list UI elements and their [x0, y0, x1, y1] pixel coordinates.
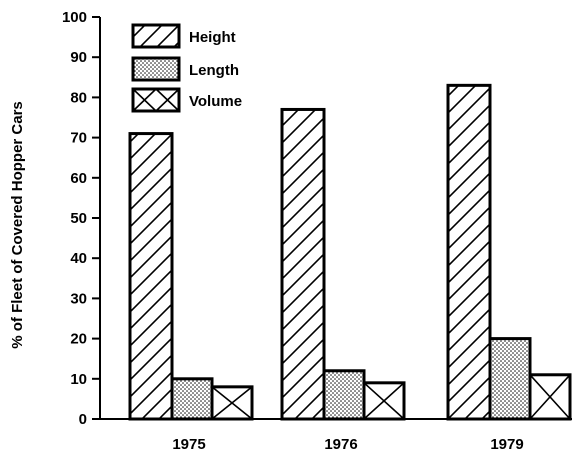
bar-volume-1975 — [210, 385, 254, 421]
bar-fill — [280, 107, 326, 421]
legend-item-length: Length — [131, 56, 239, 82]
legend: Height Length Volume — [131, 23, 242, 113]
cross-hatch-mark — [529, 374, 571, 420]
bar-fill — [488, 337, 532, 421]
y-tick-label: 20 — [70, 331, 87, 348]
bar-length-1975 — [170, 377, 214, 421]
y-tick-label: 90 — [70, 49, 87, 66]
bar-fill — [322, 369, 366, 421]
bar-fill — [128, 132, 174, 421]
legend-item-volume: Volume — [131, 87, 242, 113]
legend-label: Height — [189, 29, 236, 46]
bar-length-1976 — [322, 369, 366, 421]
x-tick-label: 1979 — [490, 436, 523, 453]
cross-hatch-mark — [132, 87, 180, 113]
y-tick-label: 40 — [70, 250, 87, 267]
bars — [128, 83, 572, 421]
cross-hatch-mark — [363, 382, 405, 420]
y-tick-label: 100 — [62, 9, 87, 26]
legend-swatch — [131, 23, 181, 49]
bar-height-1976 — [280, 107, 326, 421]
legend-swatch — [131, 87, 181, 113]
bar-volume-1976 — [362, 381, 406, 421]
legend-swatch — [131, 56, 181, 82]
y-tick-label: 50 — [70, 210, 87, 227]
bar-fill — [170, 377, 214, 421]
bar-height-1979 — [446, 83, 492, 421]
cross-hatch-mark — [211, 386, 253, 420]
legend-item-height: Height — [131, 23, 236, 49]
y-tick-label: 0 — [79, 411, 87, 428]
y-axis-title: % of Fleet of Covered Hopper Cars — [9, 101, 26, 349]
y-tick-label: 70 — [70, 130, 87, 147]
bar-height-1975 — [128, 132, 174, 421]
legend-label: Volume — [189, 93, 242, 110]
bar-fill — [446, 83, 492, 421]
y-tick-label: 60 — [70, 170, 87, 187]
bar-length-1979 — [488, 337, 532, 421]
x-tick-label: 1975 — [172, 436, 205, 453]
y-tick-label: 10 — [70, 371, 87, 388]
labels: 0 10 20 30 40 50 60 70 80 90 100 % of Fleet of Cove… — [9, 9, 524, 453]
x-tick-label: 1976 — [324, 436, 357, 453]
y-tick-label: 80 — [70, 89, 87, 106]
bar-volume-1979 — [528, 373, 572, 421]
legend-label: Length — [189, 62, 239, 79]
y-tick-label: 30 — [70, 290, 87, 307]
